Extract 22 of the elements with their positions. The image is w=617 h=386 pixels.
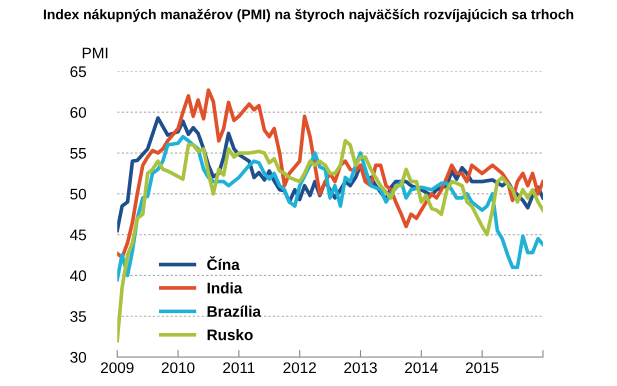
chart-title: Index nákupných manažérov (PMI) na štyroch najväčších rozvíjajúcich sa trhoch [44, 8, 574, 22]
y-tick-label: 65 [70, 66, 86, 78]
y-tick-label: 55 [70, 148, 86, 159]
x-tick-label: 2015 [466, 362, 498, 374]
legend-label: Brazília [208, 306, 262, 317]
legend-label: Rusko [208, 329, 253, 340]
y-tick-label: 60 [70, 107, 86, 118]
legend-label: Čína [207, 256, 240, 270]
x-tick-label: 2014 [405, 362, 438, 374]
y-axis-title: PMI [82, 48, 108, 58]
y-tick-label: 35 [70, 311, 86, 322]
y-tick-label: 50 [70, 188, 86, 200]
x-tick-label: 2010 [162, 362, 194, 374]
legend-label: India [208, 282, 242, 294]
y-tick-label: 45 [70, 230, 86, 240]
y-tick-label: 30 [70, 352, 86, 363]
x-tick-label: 2009 [101, 362, 134, 374]
y-tick-label: 40 [70, 270, 86, 282]
x-tick-label: 2013 [344, 362, 377, 374]
x-tick-label: 2012 [283, 362, 316, 374]
line-series [117, 138, 543, 343]
x-tick-label: 2011 [223, 362, 255, 374]
